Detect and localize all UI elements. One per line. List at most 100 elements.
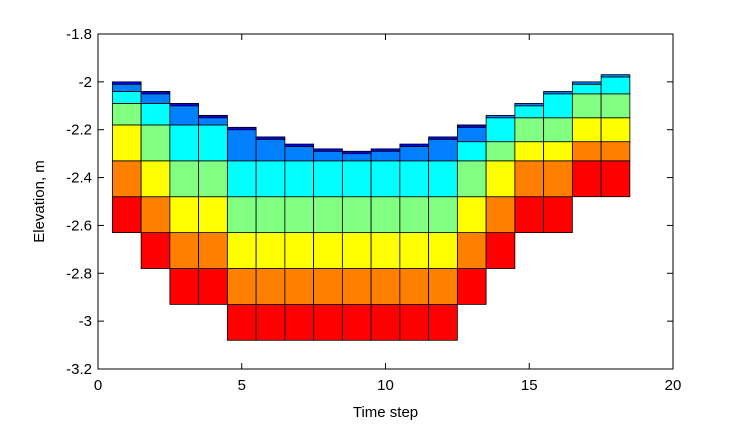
bar-segment-t10-layer3 bbox=[370, 232, 401, 269]
bar-segment-t12-layer6 bbox=[428, 138, 458, 162]
bar-segment-t4-layer4 bbox=[198, 160, 228, 198]
bar-segment-t3-layer4 bbox=[169, 160, 200, 198]
y-tick-label: -2.4 bbox=[66, 170, 92, 187]
bar-segment-t8-layer1 bbox=[313, 303, 343, 341]
bar-segment-t17-layer3 bbox=[571, 117, 602, 143]
bar-segment-t9-layer2 bbox=[341, 268, 372, 305]
bar-segment-t8-layer4 bbox=[313, 196, 343, 234]
y-tick-label: -3 bbox=[79, 313, 92, 330]
bar-segment-t9-layer7 bbox=[341, 150, 372, 155]
bar-segment-t1-layer5 bbox=[111, 91, 142, 104]
bar-segment-t6-layer5 bbox=[255, 160, 286, 198]
bar-segment-t11-layer3 bbox=[399, 232, 430, 269]
bar-segment-t4-layer7 bbox=[198, 114, 228, 119]
y-tick-label: -2.6 bbox=[66, 217, 92, 234]
bar-segment-t12-layer3 bbox=[428, 232, 458, 269]
bar-segment-t9-layer1 bbox=[341, 303, 372, 341]
bar-segment-t8-layer3 bbox=[313, 232, 343, 269]
bar-segment-t13-layer4 bbox=[456, 160, 487, 198]
bar-segment-t10-layer2 bbox=[370, 268, 401, 305]
bar-segment-t11-layer1 bbox=[399, 303, 430, 341]
bar-segment-t12-layer2 bbox=[428, 268, 458, 305]
bar-segment-t14-layer4 bbox=[485, 141, 516, 162]
bar-segment-t17-layer4 bbox=[571, 93, 602, 119]
bar-segment-t13-layer7 bbox=[456, 124, 487, 128]
bar-segment-t11-layer6 bbox=[399, 146, 430, 162]
bar-segment-t7-layer2 bbox=[284, 268, 315, 305]
bar-segment-t6-layer2 bbox=[255, 268, 286, 305]
bar-segment-t4-layer1 bbox=[198, 268, 228, 305]
bar-segment-t9-layer5 bbox=[341, 160, 372, 198]
bar-segment-t14-layer2 bbox=[485, 196, 516, 234]
bar-segment-t14-layer5 bbox=[485, 117, 516, 143]
bar-segment-t8-layer2 bbox=[313, 268, 343, 305]
bar-segment-t5-layer1 bbox=[226, 303, 257, 341]
bar-segment-t6-layer1 bbox=[255, 303, 286, 341]
bar-segment-t13-layer5 bbox=[456, 141, 487, 162]
x-tick-label: 10 bbox=[377, 377, 394, 394]
bar-segment-t15-layer1 bbox=[514, 196, 545, 234]
bar-segment-t5-layer6 bbox=[226, 129, 257, 162]
bar-segment-t18-layer4 bbox=[600, 93, 631, 119]
bar-segment-t14-layer1 bbox=[485, 232, 516, 269]
bar-segment-t15-layer6 bbox=[514, 102, 545, 107]
bar-segment-t2-layer3 bbox=[140, 160, 171, 198]
bar-segment-t15-layer4 bbox=[514, 117, 545, 143]
bar-segment-t11-layer5 bbox=[399, 160, 430, 198]
bar-segment-t12-layer7 bbox=[428, 136, 458, 140]
bar-segment-t16-layer3 bbox=[543, 141, 573, 162]
bar-segment-t15-layer2 bbox=[514, 160, 545, 198]
bar-segment-t2-layer2 bbox=[140, 196, 171, 234]
bar-segment-t15-layer3 bbox=[514, 141, 545, 162]
bar-segment-t16-layer1 bbox=[543, 196, 573, 234]
bar-segment-t17-layer6 bbox=[571, 81, 602, 85]
bar-segment-t3-layer5 bbox=[169, 124, 200, 162]
bar-segment-t10-layer7 bbox=[370, 148, 401, 152]
bar-segment-t18-layer2 bbox=[600, 141, 631, 162]
bar-segment-t12-layer4 bbox=[428, 196, 458, 234]
bar-segment-t12-layer1 bbox=[428, 303, 458, 341]
bar-segment-t4-layer2 bbox=[198, 232, 228, 269]
bar-segment-t6-layer7 bbox=[255, 136, 286, 140]
bar-segment-t10-layer5 bbox=[370, 160, 401, 198]
bar-segment-t2-layer4 bbox=[140, 124, 171, 162]
bar-segment-t18-layer3 bbox=[600, 117, 631, 143]
bar-segment-t15-layer5 bbox=[514, 105, 545, 119]
bar-segment-t12-layer5 bbox=[428, 160, 458, 198]
bar-segment-t13-layer1 bbox=[456, 268, 487, 305]
bar-segment-t6-layer3 bbox=[255, 232, 286, 269]
y-tick-label: -2.8 bbox=[66, 265, 92, 282]
bar-segment-t5-layer3 bbox=[226, 232, 257, 269]
y-tick-label: -1.8 bbox=[66, 26, 92, 43]
bar-segment-t13-layer3 bbox=[456, 196, 487, 234]
bar-segment-t11-layer4 bbox=[399, 196, 430, 234]
ticks-layer: 0 5 10 15 20 -1.8 -2 -2.2 -2.4 -2.6 -2.8 -3 -3.2 bbox=[66, 26, 681, 394]
bar-segment-t4-layer3 bbox=[198, 196, 228, 234]
y-tick-label: -3.2 bbox=[66, 361, 92, 378]
bar-segment-t14-layer6 bbox=[485, 114, 516, 119]
bar-segment-t7-layer4 bbox=[284, 196, 315, 234]
bar-segment-t16-layer4 bbox=[543, 117, 573, 143]
bar-segment-t7-layer5 bbox=[284, 160, 315, 198]
bar-segment-t17-layer2 bbox=[571, 141, 602, 162]
bar-segment-t2-layer6 bbox=[140, 93, 171, 104]
bar-segment-t4-layer5 bbox=[198, 124, 228, 162]
bar-segment-t5-layer7 bbox=[226, 126, 257, 131]
bar-segment-t10-layer4 bbox=[370, 196, 401, 234]
bar-segment-t16-layer6 bbox=[543, 91, 573, 95]
bar-segment-t2-layer1 bbox=[140, 232, 171, 269]
bar-segment-t11-layer2 bbox=[399, 268, 430, 305]
bar-segment-t5-layer2 bbox=[226, 268, 257, 305]
x-tick-label: 20 bbox=[665, 377, 682, 394]
bar-segment-t3-layer3 bbox=[169, 196, 200, 234]
bar-segment-t2-layer5 bbox=[140, 102, 171, 126]
bar-segment-t9-layer4 bbox=[341, 196, 372, 234]
bar-segment-t3-layer2 bbox=[169, 232, 200, 269]
bar-segment-t14-layer3 bbox=[485, 160, 516, 198]
y-tick-label: -2 bbox=[79, 74, 92, 91]
x-tick-label: 0 bbox=[94, 377, 102, 394]
bar-segment-t8-layer6 bbox=[313, 150, 343, 162]
bar-segment-t17-layer1 bbox=[571, 160, 602, 198]
bar-segment-t6-layer6 bbox=[255, 138, 286, 162]
bar-segment-t3-layer7 bbox=[169, 102, 200, 107]
